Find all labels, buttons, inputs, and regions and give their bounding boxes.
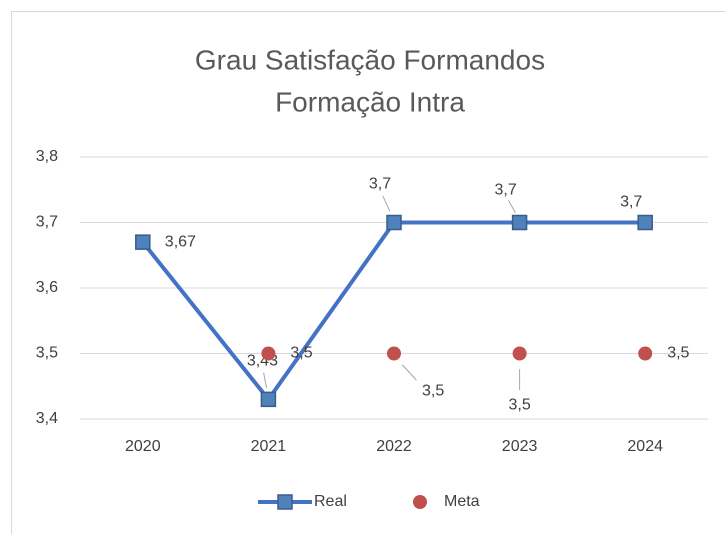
y-tick-label: 3,5 bbox=[36, 345, 58, 362]
legend-label: Meta bbox=[444, 493, 480, 510]
data-label: 3,5 bbox=[667, 345, 689, 362]
leader-line bbox=[382, 195, 391, 212]
y-tick-label: 3,8 bbox=[36, 148, 58, 165]
data-label: 3,5 bbox=[422, 383, 444, 400]
y-tick-label: 3,6 bbox=[36, 279, 58, 296]
chart-title: Formação Intra bbox=[275, 86, 465, 117]
marker bbox=[511, 214, 528, 231]
dot bbox=[512, 346, 527, 361]
leader-line bbox=[507, 199, 516, 214]
leader-line bbox=[402, 364, 417, 381]
dot bbox=[638, 346, 653, 361]
legend-marker bbox=[413, 495, 427, 509]
x-tick-label: 2022 bbox=[376, 438, 412, 455]
data-label: 3,7 bbox=[620, 194, 642, 211]
data-label: 3,5 bbox=[290, 345, 312, 362]
x-tick-label: 2021 bbox=[251, 438, 287, 455]
legend-marker bbox=[277, 494, 293, 510]
dot bbox=[261, 346, 276, 361]
legend-label: Real bbox=[314, 493, 347, 510]
chart-title: Grau Satisfação Formandos bbox=[195, 44, 545, 75]
chart-frame bbox=[11, 11, 725, 534]
y-tick-label: 3,4 bbox=[36, 410, 58, 427]
data-label: 3,7 bbox=[494, 182, 516, 199]
data-label: 3,67 bbox=[165, 233, 196, 250]
marker bbox=[260, 391, 277, 408]
leader-line bbox=[263, 372, 268, 389]
dot bbox=[387, 346, 401, 361]
marker bbox=[135, 234, 151, 250]
data-label: 3,5 bbox=[508, 397, 530, 414]
x-tick-label: 2024 bbox=[627, 438, 663, 455]
x-tick-label: 2020 bbox=[125, 438, 161, 455]
y-tick-label: 3,7 bbox=[36, 214, 58, 231]
data-label: 3,7 bbox=[369, 176, 391, 193]
marker bbox=[637, 214, 653, 231]
marker bbox=[386, 214, 402, 231]
x-tick-label: 2023 bbox=[502, 438, 538, 455]
